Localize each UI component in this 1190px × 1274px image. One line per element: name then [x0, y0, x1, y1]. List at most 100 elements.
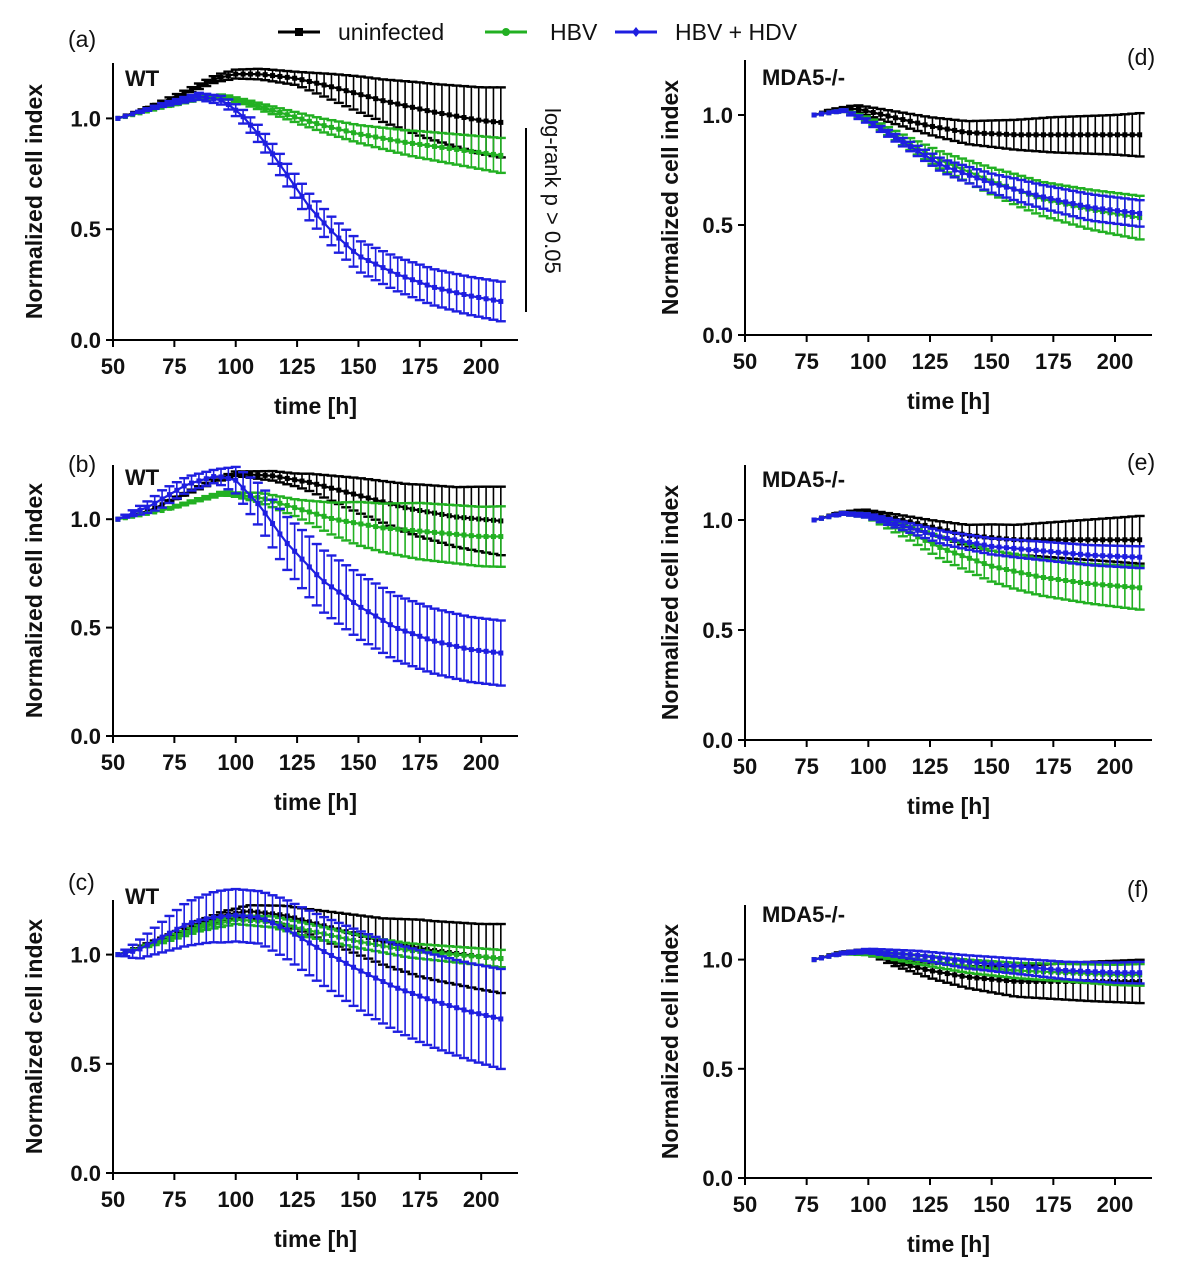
data-point [122, 113, 128, 119]
data-point [833, 512, 839, 518]
data-point [328, 515, 334, 521]
data-point [483, 534, 489, 540]
data-point [959, 538, 965, 544]
data-point [818, 515, 824, 521]
data-point [1011, 568, 1017, 574]
data-point [1100, 969, 1106, 975]
data-point [122, 513, 128, 519]
data-point [1026, 547, 1032, 553]
data-point [351, 90, 357, 96]
data-point [468, 647, 474, 653]
data-point [328, 584, 334, 590]
data-point [996, 544, 1002, 550]
data-point [174, 503, 180, 509]
data-point [1137, 210, 1143, 216]
data-point [247, 914, 253, 920]
data-point [314, 121, 320, 127]
data-point [321, 220, 327, 226]
data-point [468, 116, 474, 122]
data-point [1040, 132, 1046, 138]
data-point [1107, 969, 1113, 975]
data-point [409, 277, 415, 283]
legend-marker-hbv-hdv [632, 27, 640, 37]
data-point [461, 532, 467, 538]
condition-label: WT [125, 66, 160, 91]
panel-label: (e) [1127, 449, 1155, 475]
data-point [1026, 978, 1032, 984]
x-tick-label: 175 [401, 354, 438, 379]
x-tick-label: 150 [973, 754, 1010, 779]
data-point [424, 108, 430, 114]
data-point [395, 985, 401, 991]
data-point [292, 183, 298, 189]
data-point [336, 126, 342, 132]
x-tick-label: 150 [340, 1187, 377, 1212]
data-point [424, 142, 430, 148]
data-point [907, 952, 913, 958]
data-point [402, 628, 408, 634]
condition-label: WT [125, 465, 160, 490]
data-point [343, 489, 349, 495]
data-point [863, 512, 869, 518]
data-point [373, 261, 379, 267]
data-point [1033, 978, 1039, 984]
data-point [203, 916, 209, 922]
data-point [1077, 968, 1083, 974]
data-point [292, 931, 298, 937]
data-point [1077, 537, 1083, 543]
x-tick-label: 150 [973, 1192, 1010, 1217]
data-point [321, 949, 327, 955]
data-point [358, 968, 364, 974]
data-point [417, 106, 423, 112]
data-point [137, 946, 143, 952]
data-point [461, 115, 467, 121]
data-point [409, 527, 415, 533]
data-point [402, 274, 408, 280]
data-point [292, 477, 298, 483]
data-point [1018, 570, 1024, 576]
data-point [211, 474, 217, 480]
data-point [1070, 551, 1076, 557]
data-point [937, 544, 943, 550]
panel-a: 0.0 0.5 1.0 50 75 100 125 150 175 200 time [h] Norm… [21, 26, 518, 419]
data-point [878, 126, 884, 132]
data-point [1048, 132, 1054, 138]
data-point [1092, 205, 1098, 211]
data-point [1018, 964, 1024, 970]
data-point [402, 527, 408, 533]
y-tick-label: 1.0 [702, 103, 733, 128]
data-point [974, 130, 980, 136]
condition-label: MDA5-/- [762, 65, 845, 90]
data-point [900, 523, 906, 529]
data-point [306, 509, 312, 515]
data-point [233, 97, 239, 103]
data-point [1018, 132, 1024, 138]
data-point [490, 649, 496, 655]
data-point [166, 100, 172, 106]
data-point [1077, 551, 1083, 557]
data-point [1070, 201, 1076, 207]
data-point [855, 509, 861, 515]
data-point [284, 172, 290, 178]
condition-label: MDA5-/- [762, 467, 845, 492]
data-point [855, 949, 861, 955]
data-point [1122, 970, 1128, 976]
data-point [1003, 978, 1009, 984]
x-tick-label: 100 [850, 1192, 887, 1217]
data-point [292, 548, 298, 554]
data-point [417, 528, 423, 534]
y-tick-label: 0.0 [702, 323, 733, 348]
data-point [247, 71, 253, 77]
data-point [461, 147, 467, 153]
data-point [1077, 132, 1083, 138]
data-point [468, 148, 474, 154]
x-tick-label: 200 [1097, 1192, 1134, 1217]
data-point [328, 485, 334, 491]
data-point [498, 956, 504, 962]
data-point [439, 111, 445, 117]
data-point [974, 175, 980, 181]
data-point [380, 98, 386, 104]
data-point [1100, 132, 1106, 138]
data-point [424, 529, 430, 535]
